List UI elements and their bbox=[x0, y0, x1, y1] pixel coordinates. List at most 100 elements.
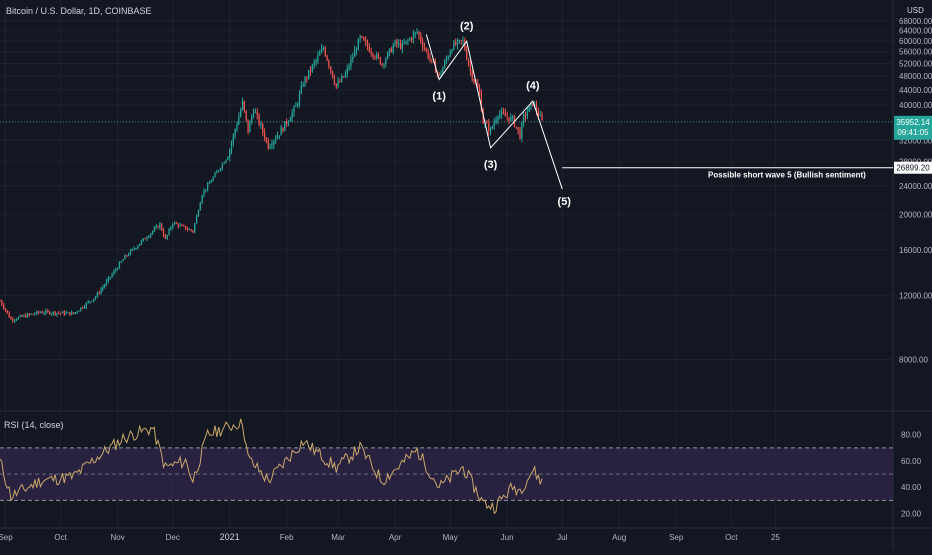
candle[interactable] bbox=[486, 120, 488, 124]
candle[interactable] bbox=[25, 313, 27, 318]
candle[interactable] bbox=[146, 235, 148, 242]
candle[interactable] bbox=[269, 143, 271, 150]
candle[interactable] bbox=[376, 51, 378, 61]
candle[interactable] bbox=[126, 254, 128, 258]
candle[interactable] bbox=[416, 27, 418, 35]
candle[interactable] bbox=[241, 97, 244, 111]
candle[interactable] bbox=[26, 312, 29, 318]
candle[interactable] bbox=[184, 225, 187, 230]
candle[interactable] bbox=[195, 214, 198, 224]
candle[interactable] bbox=[328, 59, 330, 70]
candle[interactable] bbox=[203, 188, 205, 198]
candle[interactable] bbox=[104, 283, 106, 289]
candle[interactable] bbox=[118, 261, 121, 269]
candle[interactable] bbox=[12, 317, 14, 324]
candle[interactable] bbox=[365, 36, 367, 47]
candle[interactable] bbox=[287, 120, 290, 127]
candle[interactable] bbox=[124, 254, 126, 260]
elliott-wave-layer[interactable]: (1) (2) (3) (4) (5) Possible short wave 5 (Bu… bbox=[425, 20, 893, 208]
candle[interactable] bbox=[206, 181, 209, 192]
candle[interactable] bbox=[17, 316, 20, 320]
candle[interactable] bbox=[541, 111, 543, 122]
candle[interactable] bbox=[69, 312, 71, 317]
candle[interactable] bbox=[254, 108, 257, 114]
candle[interactable] bbox=[234, 128, 236, 139]
candle[interactable] bbox=[105, 278, 108, 286]
rsi-layer[interactable] bbox=[0, 418, 543, 515]
candle[interactable] bbox=[377, 52, 380, 59]
candle[interactable] bbox=[131, 248, 133, 252]
candle[interactable] bbox=[278, 135, 280, 140]
candle[interactable] bbox=[227, 156, 229, 161]
candle[interactable] bbox=[175, 221, 178, 225]
candle[interactable] bbox=[324, 46, 326, 57]
candle[interactable] bbox=[192, 230, 194, 234]
candle[interactable] bbox=[223, 161, 225, 165]
candle[interactable] bbox=[56, 312, 58, 317]
candle[interactable] bbox=[414, 31, 416, 39]
candle[interactable] bbox=[412, 30, 415, 44]
candle[interactable] bbox=[311, 63, 314, 74]
candle[interactable] bbox=[403, 38, 405, 45]
candles-layer[interactable] bbox=[0, 27, 543, 324]
candle[interactable] bbox=[214, 171, 216, 178]
candle[interactable] bbox=[201, 194, 203, 205]
candle[interactable] bbox=[350, 54, 352, 71]
candle[interactable] bbox=[265, 136, 268, 144]
candle[interactable] bbox=[135, 247, 137, 250]
candle[interactable] bbox=[96, 291, 99, 298]
candle[interactable] bbox=[39, 311, 42, 314]
candle[interactable] bbox=[418, 30, 420, 40]
candle[interactable] bbox=[291, 108, 293, 123]
elliott-wave-line[interactable] bbox=[425, 34, 563, 190]
candle[interactable] bbox=[409, 37, 411, 42]
candle[interactable] bbox=[197, 209, 200, 217]
candle[interactable] bbox=[19, 314, 21, 318]
candle[interactable] bbox=[273, 139, 275, 150]
candle[interactable] bbox=[510, 113, 512, 122]
candle[interactable] bbox=[274, 135, 277, 145]
candle[interactable] bbox=[491, 125, 494, 130]
candle[interactable] bbox=[353, 45, 356, 58]
candle[interactable] bbox=[179, 222, 181, 228]
candle[interactable] bbox=[363, 36, 365, 41]
candle[interactable] bbox=[155, 224, 157, 230]
candle[interactable] bbox=[456, 37, 459, 50]
candle[interactable] bbox=[473, 78, 475, 85]
candle[interactable] bbox=[74, 311, 76, 315]
candle[interactable] bbox=[284, 121, 286, 132]
candle[interactable] bbox=[30, 313, 32, 316]
candle[interactable] bbox=[28, 313, 31, 317]
candle[interactable] bbox=[425, 47, 427, 54]
candle[interactable] bbox=[139, 243, 141, 246]
candle[interactable] bbox=[405, 40, 407, 45]
candle[interactable] bbox=[295, 102, 297, 107]
candle[interactable] bbox=[453, 39, 455, 51]
candle[interactable] bbox=[521, 121, 523, 143]
candle[interactable] bbox=[326, 54, 328, 62]
candle[interactable] bbox=[263, 128, 266, 142]
candle[interactable] bbox=[205, 189, 207, 193]
candle[interactable] bbox=[495, 116, 497, 125]
candle[interactable] bbox=[159, 222, 161, 230]
candle[interactable] bbox=[122, 258, 124, 262]
candle[interactable] bbox=[240, 107, 242, 118]
candle[interactable] bbox=[394, 39, 396, 47]
candle[interactable] bbox=[322, 45, 325, 51]
candle[interactable] bbox=[177, 222, 179, 229]
candle[interactable] bbox=[15, 318, 18, 322]
candle[interactable] bbox=[308, 70, 310, 80]
candle[interactable] bbox=[317, 51, 319, 64]
candle[interactable] bbox=[0, 299, 1, 302]
candle[interactable] bbox=[256, 108, 258, 120]
candle[interactable] bbox=[252, 108, 255, 119]
candle[interactable] bbox=[109, 276, 111, 281]
candle[interactable] bbox=[339, 78, 341, 83]
candle[interactable] bbox=[361, 35, 363, 39]
candle[interactable] bbox=[218, 169, 220, 173]
candle[interactable] bbox=[230, 140, 233, 155]
candle[interactable] bbox=[539, 110, 541, 117]
candle[interactable] bbox=[162, 227, 165, 238]
candle[interactable] bbox=[462, 36, 464, 46]
candle[interactable] bbox=[471, 69, 473, 82]
